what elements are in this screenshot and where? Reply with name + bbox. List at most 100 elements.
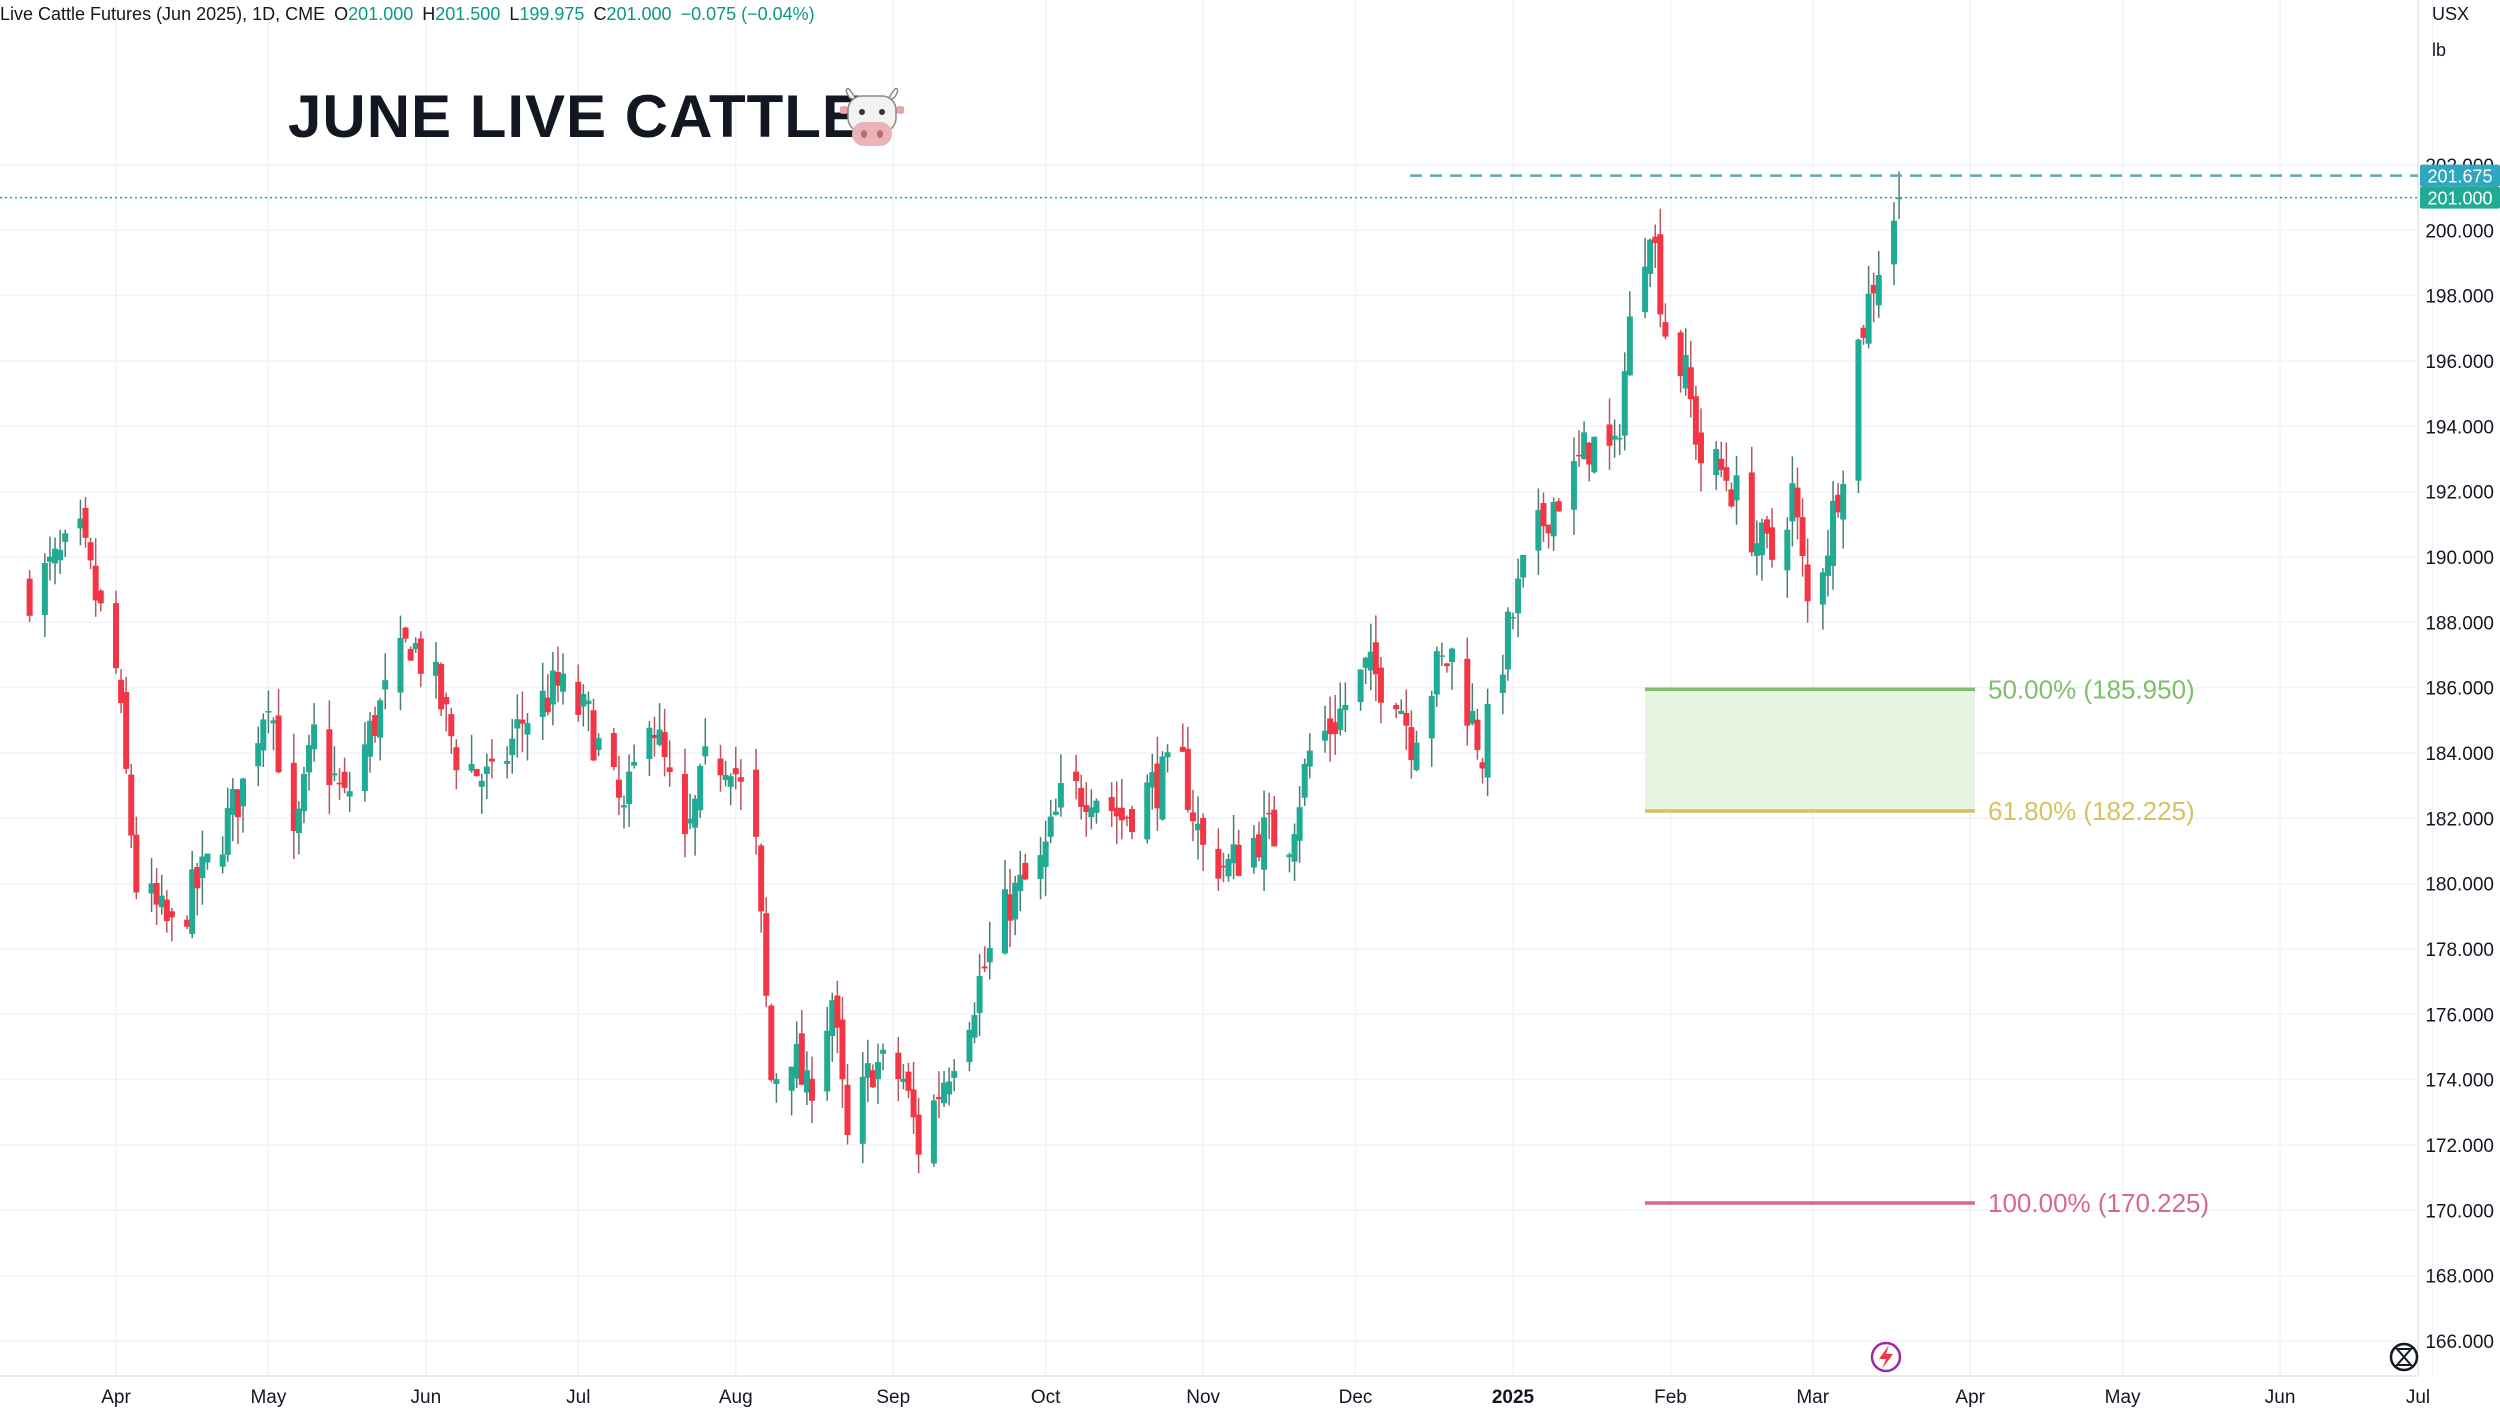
candle-body [1642,266,1649,313]
price-tick-label: 184.000 [2425,744,2494,765]
candle-body [346,791,353,797]
candle-body [158,895,165,908]
candle-body [1515,578,1522,614]
candle-body [549,670,556,705]
time-axis[interactable]: Apr May Jun Jul Aug Sep Oct Nov Dec 2025 Feb Mar Apr… [101,1387,2430,1408]
candle-body [417,638,424,674]
candle-body [255,743,262,767]
candle-body [722,775,729,780]
candle-body [168,911,175,918]
candle-body [1504,611,1511,670]
candle-body [1611,435,1618,440]
candle-body [773,1079,780,1085]
candle-body [900,1078,907,1083]
fibonacci-retracement[interactable]: 50.00% (185.950) 61.80% (182.225) 100.00% … [1645,674,2209,1218]
candle-body [1007,894,1014,921]
candle-body [1235,844,1242,876]
candle-body [732,768,739,775]
candle-body [1256,834,1262,858]
candle-body [875,1062,881,1080]
candle-body [687,818,694,824]
candle-body [1342,704,1349,711]
candle-body [275,715,282,773]
candle-body [1870,284,1877,294]
candle-body [1865,293,1872,344]
candle-body [1149,772,1156,788]
candle-body [361,744,368,792]
candle-body [1398,710,1405,714]
price-tick-label: 168.000 [2425,1267,2494,1288]
candle-body [163,899,170,922]
candle-body [1804,564,1811,602]
candle-body [585,700,592,705]
candle-body [113,603,119,669]
candle-body [1261,817,1268,870]
candle-body [224,808,231,855]
low-label: L [509,4,520,24]
low-value: 199.975 [519,4,585,24]
candle-body [1332,722,1339,734]
open-value: 201.000 [348,4,414,24]
candle-body [1159,756,1166,820]
candle-body [1372,642,1379,675]
lightning-icon[interactable] [1870,1341,1902,1373]
candle-body [839,1019,846,1080]
candle-body [148,883,155,894]
candle-body [1860,327,1867,338]
candle-body [580,694,587,707]
fib-zone [1645,689,1975,811]
candle-body [1215,848,1222,879]
candle-body [1697,432,1704,464]
candle-body [453,747,460,771]
candle-body [1875,275,1882,306]
symbol-name[interactable]: Live Cattle Futures (Jun 2025), 1D, CME [0,4,326,24]
candle-body [737,777,744,782]
candle-body [1591,436,1598,473]
high-price-tag: 201.675 [2427,167,2492,187]
timezone-icon[interactable] [2389,1342,2419,1372]
candle-body [1464,658,1471,726]
candle-body [1718,458,1725,471]
candle-body [651,734,658,739]
candle-body [1362,657,1369,668]
candle-body [1687,367,1694,400]
currency-label[interactable]: USX [2432,4,2470,24]
candle-body [661,732,668,758]
candle-body [905,1071,912,1091]
candle-body [697,765,704,811]
time-tick-label: Sep [876,1387,910,1408]
candle-body [341,771,348,788]
candle-body [1123,816,1130,819]
unit-label: lb [2432,40,2447,60]
candle-body [204,853,211,863]
candle-body [935,1096,942,1100]
candle-body [1296,807,1303,841]
candle-body [504,760,511,764]
candle-body [1830,500,1837,566]
candle-body [1408,727,1415,761]
candle-body [57,549,64,561]
last-price-tag: 201.000 [2427,189,2492,209]
candle-body [692,798,699,828]
candle-body [1250,837,1257,868]
candle-body [1322,730,1329,741]
candle-body [1682,355,1689,389]
candle-body [560,673,567,692]
candle-body [1164,752,1171,758]
price-tick-label: 176.000 [2425,1005,2494,1026]
candle-body [1118,807,1125,821]
candle-body [1047,816,1054,837]
candle-body [1433,651,1440,695]
candle-body [260,719,267,751]
candle-body [311,724,318,750]
open-label: O [334,4,349,24]
reference-lines [0,174,2418,199]
price-axis[interactable]: 166.000 168.000 170.000 172.000 174.000 176.0… [2425,156,2494,1353]
candle-body [1052,811,1059,815]
candle-body [829,1000,836,1036]
symbol-legend: Live Cattle Futures (Jun 2025), 1D, CME … [0,4,819,28]
candle-body [1093,800,1100,813]
candle-body [1306,750,1313,767]
